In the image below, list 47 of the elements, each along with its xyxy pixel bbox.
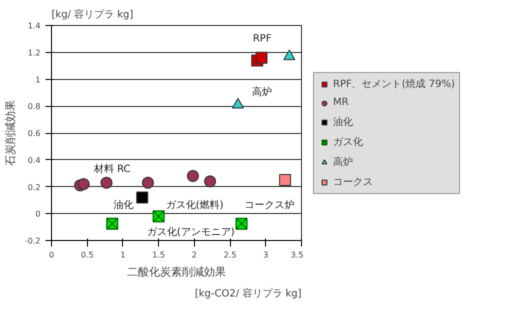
point xyxy=(136,192,148,204)
legend-label: コークス xyxy=(333,176,373,188)
y-tick-label: 1.2 xyxy=(28,48,41,58)
annotation: 油化 xyxy=(114,199,134,212)
legend-label: MR xyxy=(333,97,350,108)
point xyxy=(256,52,268,64)
text: [kg/ 容リプラ kg] xyxy=(52,8,134,20)
legend-label: 高炉 xyxy=(333,156,354,168)
x-tick-label: 1.5 xyxy=(152,250,166,260)
x-tick-label: 3.5 xyxy=(290,250,304,260)
annotation: ガス化(燃料) xyxy=(166,199,224,212)
y-tick-label: 0.2 xyxy=(28,182,41,192)
y-tick-label: 0.4 xyxy=(28,156,41,165)
annotation: ガス化(アンモニア) xyxy=(146,226,235,238)
point xyxy=(142,176,154,189)
y-tick-label: 1.4 xyxy=(28,22,41,30)
x-tick-label: 3 xyxy=(263,250,268,260)
y-tick-label: -0.2 xyxy=(24,236,40,246)
y-tick-label: 0 xyxy=(35,210,41,219)
point xyxy=(100,176,112,189)
point xyxy=(106,218,118,230)
point xyxy=(279,174,292,186)
x-tick-label: 1 xyxy=(120,250,126,260)
point xyxy=(78,178,90,190)
x-tick-label: 2.5 xyxy=(224,250,236,260)
point xyxy=(283,50,296,60)
x-axis-title: 二酸化炭素削減効果 xyxy=(127,266,226,278)
y-tick-label: 1 xyxy=(35,75,41,84)
point xyxy=(236,218,248,230)
point xyxy=(232,98,244,108)
x-tick-label: 0 xyxy=(48,250,54,260)
point xyxy=(204,175,216,188)
legend-label: ガス化 xyxy=(333,136,364,148)
annotation: RPF xyxy=(252,33,272,44)
x-tick-label: 2 xyxy=(192,250,197,260)
y-tick-label: 0.6 xyxy=(28,129,41,138)
annotation: 材料 RC xyxy=(92,162,131,175)
legend-label: RPF、セメント(焼成 79%) xyxy=(333,78,455,90)
point xyxy=(152,210,165,222)
x-tick-label: 0.5 xyxy=(80,250,94,260)
legend-label: 油化 xyxy=(333,116,354,128)
y-axis-title: 石炭削減効果 xyxy=(4,100,17,166)
annotation: コークス炉 xyxy=(244,199,294,212)
point xyxy=(186,170,199,182)
text: [kg-CO2/ 容リプラ kg] xyxy=(194,288,302,300)
y-tick-label: 0.8 xyxy=(28,102,41,112)
annotation: 高炉 xyxy=(252,86,272,98)
